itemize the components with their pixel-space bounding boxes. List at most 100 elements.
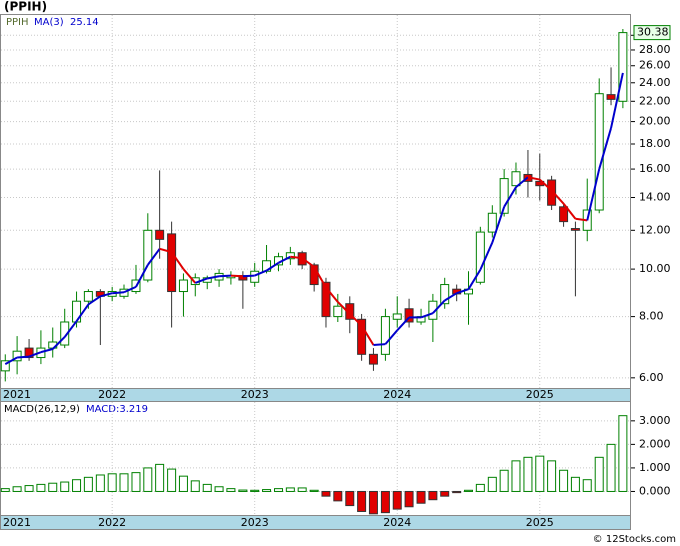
ma-segment	[456, 288, 469, 295]
macd-date-strip	[0, 515, 631, 530]
ma-segment	[373, 343, 386, 347]
candle-body	[475, 231, 485, 283]
candle-body	[285, 252, 295, 260]
x-tick-label: 2025	[526, 516, 554, 529]
macd-bar	[464, 489, 474, 492]
ma-segment	[515, 176, 529, 188]
macd-legend-name: MACD:	[86, 404, 119, 415]
macd-bar	[214, 486, 224, 492]
macd-bar	[357, 490, 367, 512]
ma-segment	[28, 351, 42, 358]
macd-last-value: 3.219	[119, 404, 148, 415]
ma-segment	[420, 312, 434, 319]
y-tick-label: 8.00	[639, 310, 664, 323]
ma-segment	[265, 261, 280, 272]
macd-bar	[345, 490, 355, 507]
ma-segment	[313, 266, 327, 289]
macd-bar	[309, 489, 319, 492]
ma-segment	[396, 316, 410, 332]
ma-segment	[123, 285, 137, 294]
macd-bar	[404, 490, 414, 508]
macd-bar	[333, 490, 343, 502]
candle-body	[380, 316, 390, 355]
macd-bar	[12, 486, 22, 492]
macd-bar	[274, 488, 284, 492]
ma-segment	[75, 303, 90, 322]
candle-body	[547, 179, 557, 206]
candle-body	[357, 318, 367, 355]
y-tick-label: 0.000	[639, 484, 671, 497]
candle-body	[60, 321, 70, 346]
ma-segment	[349, 313, 363, 327]
macd-bar	[511, 460, 521, 492]
y-tick-label: 12.00	[639, 223, 671, 236]
ma-segment	[87, 295, 101, 306]
ma-segment	[432, 299, 446, 314]
y-tick-label: 2.000	[639, 437, 671, 450]
candle-body	[143, 229, 153, 281]
ma-segment	[230, 274, 243, 278]
ma-legend: MA(3)	[34, 17, 64, 28]
macd-bar	[250, 489, 260, 492]
ma-segment	[444, 292, 458, 302]
macd-bar	[452, 490, 462, 494]
ma-segment	[52, 336, 66, 350]
macd-bar	[24, 485, 34, 492]
macd-bar	[107, 473, 117, 492]
y-tick-label: 10.00	[639, 262, 671, 275]
y-tick-label: 16.00	[639, 162, 671, 175]
macd-bar	[570, 476, 580, 492]
macd-bar	[606, 443, 616, 492]
candle-body	[404, 308, 414, 323]
candle-body	[155, 229, 165, 240]
macd-bar	[119, 473, 129, 492]
ma-last-value: 25.14	[70, 17, 99, 28]
candle-body	[178, 279, 188, 293]
macd-bar	[380, 490, 390, 514]
ma-segment	[479, 242, 494, 271]
x-tick-label: 2021	[3, 516, 31, 529]
ma-segment	[503, 186, 517, 208]
y-tick-label: 20.00	[639, 115, 671, 128]
ma-segment	[539, 178, 553, 192]
macd-bar	[202, 483, 212, 492]
y-tick-label: 6.00	[639, 371, 664, 384]
ma-segment	[219, 274, 231, 278]
ma-segment	[135, 264, 149, 288]
macd-bar	[0, 488, 10, 492]
x-tick-label: 2021	[3, 388, 31, 401]
ma-segment	[527, 176, 540, 181]
y-tick-label: 3.000	[639, 414, 671, 427]
ma-segment	[290, 255, 303, 260]
x-tick-label: 2024	[383, 388, 411, 401]
macd-bar	[297, 487, 307, 492]
macd-bar	[416, 490, 426, 504]
macd-bar	[440, 490, 450, 497]
macd-bar	[499, 469, 509, 492]
candle-body	[487, 212, 497, 233]
ma-segment	[40, 348, 53, 354]
macd-bar	[60, 481, 70, 492]
candle-body	[392, 313, 402, 320]
footer: © 12Stocks.com	[593, 534, 676, 545]
macd-bar	[155, 463, 165, 492]
candle-body	[0, 360, 10, 372]
ma-segment	[182, 268, 197, 284]
macd-bar	[523, 456, 533, 492]
candle-body	[559, 206, 569, 223]
ma-segment	[384, 329, 399, 345]
candle-body	[83, 291, 93, 302]
macd-bar	[475, 483, 485, 492]
candle-body	[594, 93, 604, 211]
ma-segment	[112, 291, 125, 295]
candle-body	[250, 270, 260, 283]
y-tick-label: 26.00	[639, 59, 671, 72]
y-tick-label: 28.00	[639, 43, 671, 56]
macd-bar	[368, 490, 378, 515]
macd-bar	[83, 476, 93, 492]
candle-body	[440, 284, 450, 305]
ma-segment	[325, 286, 339, 303]
candle-body	[321, 281, 331, 318]
chart-title: (PPIH)	[4, 0, 47, 14]
macd-bar	[131, 472, 141, 492]
